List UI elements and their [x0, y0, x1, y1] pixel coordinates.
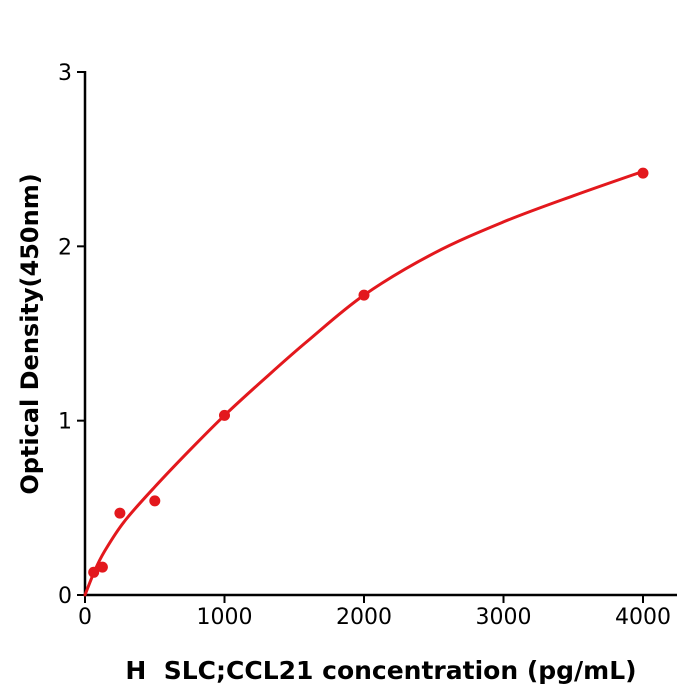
- axes-spines: [83, 71, 677, 597]
- data-point: [637, 167, 649, 179]
- x-tick-label: 3000: [476, 605, 532, 630]
- data-point: [88, 566, 100, 578]
- x-axis-label: H SLC;CCL21 concentration (pg/mL): [125, 656, 636, 685]
- x-tick-label: 2000: [336, 605, 392, 630]
- y-tick-label: 1: [58, 410, 72, 435]
- x-tick-label: 1000: [197, 605, 253, 630]
- x-tick-label: 4000: [615, 605, 671, 630]
- x-tick-label: 0: [78, 605, 92, 630]
- data-point: [114, 507, 126, 519]
- y-axis-label: Optical Density(450nm): [16, 173, 44, 494]
- y-axis-ticks: 0 1 2 3: [58, 61, 85, 609]
- data-point: [358, 289, 370, 301]
- data-point: [96, 561, 108, 573]
- data-point: [149, 495, 161, 507]
- fit-curve-line: [83, 169, 645, 597]
- data-point: [219, 409, 230, 421]
- y-tick-label: 0: [58, 584, 72, 609]
- data-points: [88, 167, 649, 578]
- x-axis-ticks: 0 1000 2000 3000 4000: [78, 595, 671, 630]
- y-tick-label: 3: [58, 61, 72, 86]
- y-tick-label: 2: [58, 235, 72, 260]
